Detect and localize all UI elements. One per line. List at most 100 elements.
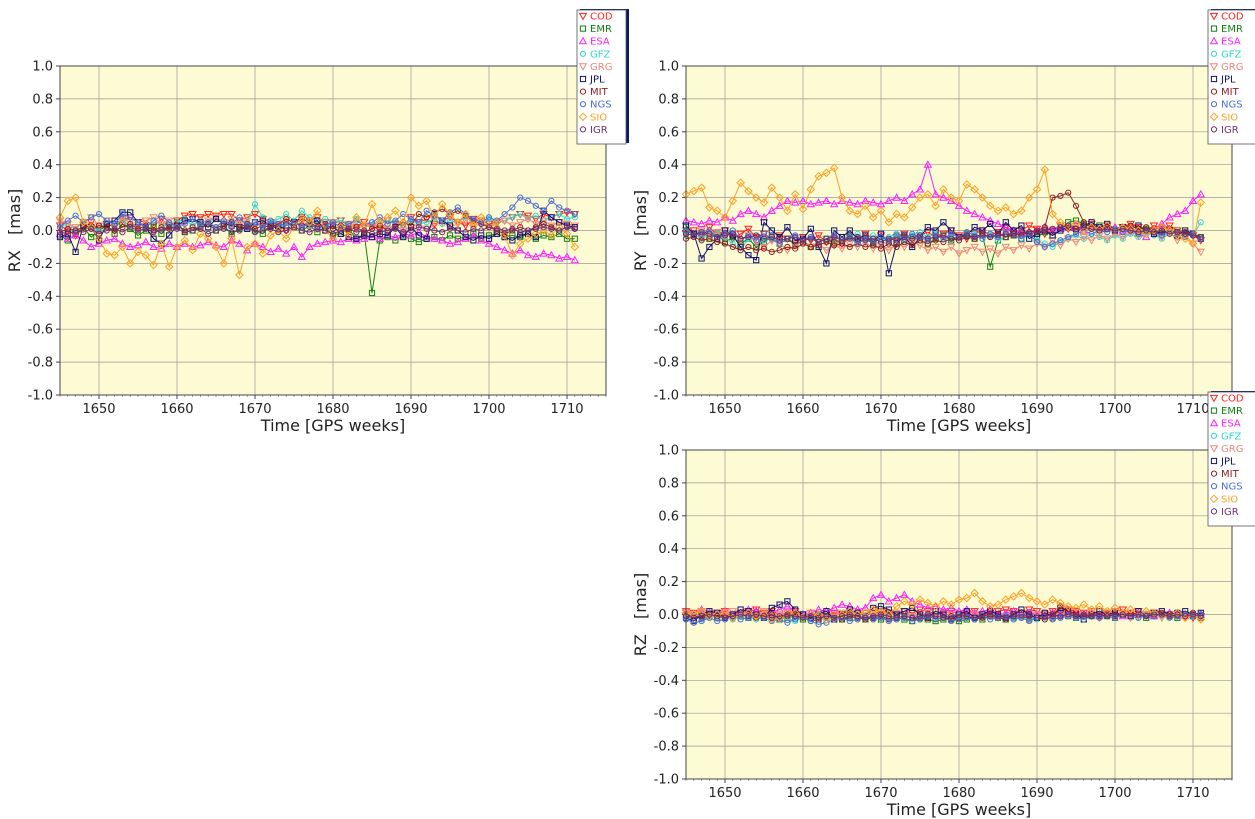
data-point [158,240,165,247]
data-point [985,216,995,224]
data-point [1196,198,1206,207]
data-point [1057,192,1064,200]
data-point [556,227,563,234]
data-point [368,233,376,241]
data-point [219,210,229,219]
data-point [900,213,909,222]
data-point [79,235,88,244]
data-point [322,227,329,234]
data-point [970,209,979,218]
data-point [384,227,391,234]
data-point [80,229,87,236]
data-point [181,220,188,228]
data-point [759,608,769,616]
data-point [737,235,744,242]
data-point [940,614,947,621]
data-point [236,224,243,231]
data-point [1001,606,1011,614]
data-point [1018,232,1025,239]
data-point [540,224,547,231]
data-point [815,614,822,621]
legend-swatch [1209,494,1219,504]
data-point [760,245,768,252]
data-point [939,613,948,621]
data-point [760,235,768,242]
series-line [685,225,1201,243]
data-point [838,240,846,247]
data-point [924,235,931,242]
data-point [141,237,151,246]
data-point [1065,189,1072,196]
data-point [1002,230,1009,237]
data-point [1134,224,1143,232]
data-point [150,229,157,236]
data-point [838,613,846,620]
data-point [784,224,791,231]
data-point [556,219,563,226]
legend-label: ESA [590,37,610,48]
data-point [236,214,243,221]
data-point [971,224,978,231]
data-point [531,220,541,229]
data-point [907,203,917,212]
data-point [1174,611,1181,618]
data-point [970,185,979,194]
data-point [892,193,901,201]
data-point [994,232,1002,239]
data-point [884,196,894,204]
data-point [822,196,831,204]
data-point [422,196,431,206]
data-point [244,224,251,231]
data-point [423,235,430,242]
data-point [783,196,792,204]
data-point [807,243,814,251]
data-point [745,613,752,620]
data-point [877,603,885,610]
data-point [1041,224,1048,231]
data-point [1010,232,1017,239]
data-point [1009,209,1018,219]
data-point [744,605,753,613]
data-point [1072,202,1080,209]
data-point [854,616,861,623]
data-point [72,248,79,255]
data-point [406,193,416,202]
data-point [95,230,103,237]
y-tick-label: 0.0 [658,224,679,239]
data-point [1072,217,1080,224]
data-point [870,616,877,623]
x-tick-label: 1670 [238,402,271,417]
data-point [1041,227,1048,234]
data-point [461,209,470,219]
data-point [500,217,509,226]
y-tick-label: -0.8 [654,356,679,371]
data-point [729,613,736,620]
data-point [1143,227,1150,234]
legend-swatch [1210,470,1218,477]
data-point [517,210,524,218]
y-axis-label: RY [mas] [631,190,650,271]
data-point [523,250,533,259]
data-point [259,227,266,234]
data-point [212,227,220,234]
data-point [314,225,321,232]
legend-swatch [1209,445,1219,453]
data-point [164,262,174,271]
data-point [173,225,181,232]
data-point [166,232,173,239]
data-point [1166,613,1173,620]
legend-swatch [1210,126,1218,133]
data-point [344,231,353,240]
data-point [470,225,477,232]
data-point [939,248,948,257]
data-point [946,243,956,252]
legend-label: IGR [1221,507,1239,518]
data-point [1026,230,1033,237]
data-point [1126,224,1135,234]
data-point [1088,613,1095,620]
data-point [181,217,188,224]
data-point [1158,611,1165,618]
data-point [721,614,729,621]
data-point [250,210,260,219]
data-point [909,617,916,625]
